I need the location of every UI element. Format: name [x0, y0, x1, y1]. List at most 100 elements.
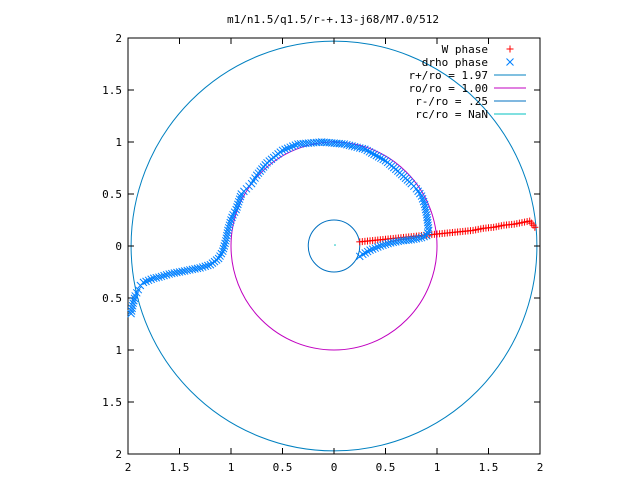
- fill-1-29-6-b: [355, 144, 364, 152]
- x-tick-label-4: 0: [331, 461, 338, 474]
- point-1-1: [129, 299, 138, 308]
- fill-1-26-1: [281, 145, 289, 154]
- fill-1-7-1: [152, 273, 161, 282]
- fill-1-20-3-b: [234, 197, 243, 206]
- fill-1-14-2-b: [217, 249, 226, 258]
- fill-1-30-2: [365, 147, 374, 156]
- fill-1-29-1-b: [343, 140, 351, 149]
- fill-1-17-2: [225, 221, 234, 230]
- fill-1-30-5-b: [372, 151, 381, 160]
- point-1-15-b: [218, 247, 227, 256]
- fill-1-45-2: [361, 249, 370, 257]
- y-tick-label-2: 1: [115, 136, 122, 149]
- point-1-30: [361, 145, 369, 154]
- y-tick-label-3: 0.5: [102, 188, 122, 201]
- fill-1-8-3: [162, 271, 171, 279]
- fill-1-41-3-b: [399, 236, 408, 245]
- fill-1-12-1: [198, 263, 207, 271]
- fill-1-30-3-b: [367, 149, 376, 157]
- fill-1-27-7-b: [312, 138, 321, 147]
- point-1-44: [376, 242, 385, 250]
- fill-1-29-3-b: [348, 142, 356, 150]
- legend-label-3: ro/ro = 1.00: [409, 82, 488, 95]
- fill-1-20-5: [236, 192, 245, 201]
- fill-1-35-1: [418, 194, 427, 203]
- series-1: [127, 138, 433, 318]
- fill-1-26-1-b: [281, 145, 289, 154]
- point-1-26: [278, 146, 287, 155]
- fill-1-7-1-b: [152, 273, 161, 282]
- fill-1-29-2: [345, 141, 354, 150]
- fill-1-16-3: [223, 229, 232, 237]
- fill-1-10-1-b: [178, 267, 186, 276]
- fill-1-20-1-b: [233, 203, 241, 211]
- point-1-3-b: [134, 285, 143, 294]
- fill-1-29-1: [343, 140, 351, 149]
- fill-1-5-1: [142, 277, 150, 286]
- point-1-30-b: [361, 145, 369, 154]
- fill-1-15-3-b: [221, 239, 229, 248]
- point-1-38: [424, 226, 433, 235]
- fill-1-0-1-b: [127, 307, 136, 315]
- fill-1-35-2: [419, 197, 428, 206]
- fill-1-10-3-b: [183, 266, 192, 275]
- fill-1-42-1-b: [394, 237, 403, 246]
- point-1-38-b: [424, 226, 433, 235]
- point-1-34-b: [412, 184, 421, 193]
- fill-1-16-3-b: [223, 229, 232, 237]
- chart-title: m1/n1.5/q1.5/r-+.13-j68/M7.0/512: [227, 13, 439, 26]
- fill-1-9-3-b: [173, 268, 181, 277]
- fill-1-8-1: [157, 272, 166, 281]
- fill-1-44-3: [368, 245, 377, 253]
- fill-1-9-1-b: [167, 269, 176, 278]
- y-tick-label-8: 2: [115, 448, 122, 461]
- point-1-20-b: [232, 205, 241, 214]
- fill-1-20-4: [235, 195, 244, 204]
- x-tick-label-6: 1: [434, 461, 441, 474]
- fill-1-26-3: [286, 143, 295, 152]
- fill-1-17-3-b: [226, 218, 235, 227]
- point-1-6-b: [144, 276, 153, 285]
- fill-1-45-1-b: [363, 247, 372, 256]
- fill-1-26-4-b: [288, 142, 297, 151]
- fill-1-26-2-b: [283, 144, 292, 153]
- point-1-6: [144, 276, 153, 285]
- x-tick-label-8: 2: [537, 461, 544, 474]
- fill-1-27-5-b: [307, 139, 315, 147]
- fill-1-35-1-b: [418, 194, 427, 203]
- fill-1-15-2-b: [220, 242, 229, 250]
- point-1-8: [155, 273, 163, 282]
- fill-1-26-4: [288, 142, 297, 151]
- point-1-45-b: [366, 246, 374, 255]
- point-0-18: [531, 223, 539, 231]
- point-1-29-b: [340, 140, 349, 148]
- point-1-45: [366, 246, 374, 255]
- fill-1-20-2: [234, 200, 242, 209]
- point-1-27-b: [294, 140, 302, 148]
- fill-1-1-2-b: [130, 294, 139, 303]
- fill-1-30-4: [370, 150, 378, 159]
- x-tick-label-1: 1.5: [170, 461, 190, 474]
- fill-1-8-2-b: [160, 271, 168, 280]
- fill-1-45-2-b: [361, 249, 370, 257]
- series-0: [356, 217, 539, 246]
- fill-1-11-2-b: [191, 265, 199, 273]
- legend-label-4: r-/ro = .25: [415, 95, 488, 108]
- point-1-9-b: [165, 270, 174, 278]
- fill-1-30-5: [372, 151, 381, 160]
- fill-1-15-1-b: [219, 244, 228, 253]
- fill-1-6-1: [147, 275, 156, 284]
- fill-1-29-4-b: [350, 142, 359, 151]
- radius-circle-2: [307, 219, 361, 273]
- fill-1-16-1-b: [222, 234, 231, 243]
- radius-circle-1: [230, 141, 438, 351]
- fill-1-0-3: [128, 301, 137, 310]
- point-1-3: [134, 285, 143, 294]
- point-1-41-b: [407, 235, 416, 244]
- x-tick-label-5: 0.5: [376, 461, 396, 474]
- point-1-14: [214, 254, 223, 263]
- fill-1-17-1-b: [224, 223, 233, 232]
- fill-1-27-6-b: [309, 138, 318, 147]
- fill-1-10-2-b: [180, 267, 189, 275]
- point-1-10-b: [175, 268, 184, 276]
